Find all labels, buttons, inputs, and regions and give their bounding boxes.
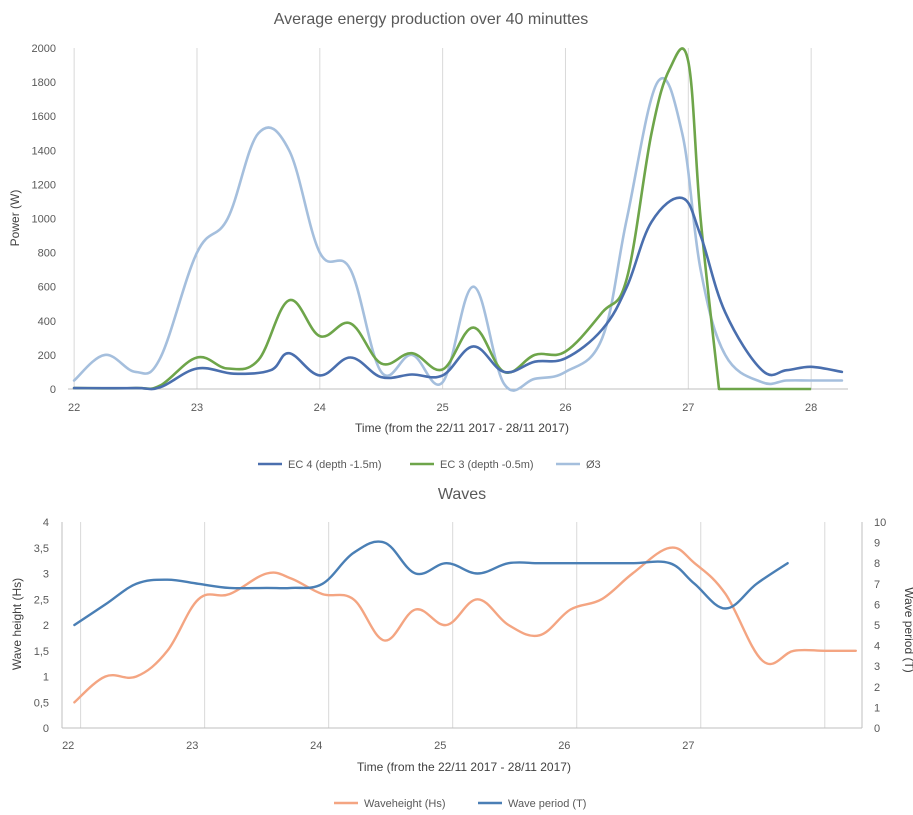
waves-x-tick-label: 26 (558, 740, 570, 752)
chart-energy: Average energy production over 40 minutt… (8, 11, 848, 471)
waves-y-tick-label-left: 3 (43, 569, 49, 581)
energy-x-ticks: 22 23 24 25 26 27 28 (68, 402, 817, 414)
waves-chart-title: Waves (438, 486, 486, 503)
waves-x-axis-label: Time (from the 22/11 2017 - 28/11 2017) (357, 760, 571, 774)
waves-series-line-0 (73, 546, 857, 704)
waves-y-tick-label-right: 8 (874, 558, 880, 570)
waves-grid (61, 522, 863, 729)
waves-y-axis-label-left: Wave height (Hs) (10, 578, 24, 670)
energy-y-axis-label: Power (W) (8, 190, 22, 247)
waves-y-tick-label-right: 2 (874, 682, 880, 694)
waves-y-tick-label-right: 4 (874, 641, 880, 653)
waves-y-tick-label-left: 2,5 (34, 594, 49, 606)
waves-x-tick-label: 27 (682, 740, 694, 752)
energy-x-tick-label: 26 (559, 402, 571, 414)
waves-legend-label: Waveheight (Hs) (364, 798, 446, 810)
energy-x-axis-label: Time (from the 22/11 2017 - 28/11 2017) (355, 421, 569, 435)
energy-x-tick-label: 23 (191, 402, 203, 414)
waves-y-tick-label-left: 4 (43, 517, 49, 529)
energy-x-tick-label: 22 (68, 402, 80, 414)
energy-y-tick-label: 2000 (32, 43, 56, 55)
waves-y-tick-label-right: 3 (874, 661, 880, 673)
energy-y-tick-label: 200 (38, 350, 56, 362)
energy-grid (68, 48, 848, 390)
energy-y-tick-label: 800 (38, 248, 56, 260)
waves-x-tick-label: 23 (186, 740, 198, 752)
energy-y-tick-label: 1600 (32, 111, 56, 123)
energy-y-tick-label: 600 (38, 282, 56, 294)
energy-legend-label: EC 3 (depth -0.5m) (440, 459, 534, 471)
energy-x-tick-label: 27 (682, 402, 694, 414)
waves-y-tick-label-left: 1 (43, 672, 49, 684)
energy-series-line-0 (72, 196, 844, 391)
energy-y-tick-label: 1200 (32, 179, 56, 191)
waves-y-ticks-right: 0 1 2 3 4 5 6 7 8 9 10 (874, 517, 886, 735)
waves-y-tick-label-right: 7 (874, 579, 880, 591)
energy-y-tick-label: 1000 (32, 214, 56, 226)
energy-x-tick-label: 25 (437, 402, 449, 414)
waves-y-tick-label-right: 10 (874, 517, 886, 529)
energy-series (72, 47, 844, 392)
waves-legend-label: Wave period (T) (508, 798, 586, 810)
waves-series (73, 540, 857, 704)
waves-y-tick-label-left: 0,5 (34, 697, 49, 709)
waves-legend: Waveheight (Hs) Wave period (T) (334, 798, 586, 810)
energy-y-tick-label: 1400 (32, 145, 56, 157)
waves-y-axis-label-right: Wave period (T) (902, 587, 913, 673)
waves-y-tick-label-left: 0 (43, 723, 49, 735)
energy-y-tick-label: 0 (50, 384, 56, 396)
energy-y-tick-label: 1800 (32, 77, 56, 89)
waves-x-tick-label: 24 (310, 740, 322, 752)
waves-y-ticks-left: 0 0,5 1 1,5 2 2,5 3 3,5 4 (34, 517, 49, 735)
waves-y-tick-label-right: 1 (874, 702, 880, 714)
energy-legend: EC 4 (depth -1.5m) EC 3 (depth -0.5m) Ø3 (258, 459, 601, 471)
waves-x-tick-label: 22 (62, 740, 74, 752)
waves-y-tick-label-left: 2 (43, 620, 49, 632)
waves-x-tick-label: 25 (434, 740, 446, 752)
waves-y-tick-label-left: 1,5 (34, 646, 49, 658)
energy-x-tick-label: 24 (314, 402, 326, 414)
energy-y-tick-label: 400 (38, 316, 56, 328)
waves-y-tick-label-right: 5 (874, 620, 880, 632)
energy-x-tick-label: 28 (805, 402, 817, 414)
energy-chart-title: Average energy production over 40 minutt… (274, 11, 589, 28)
waves-y-tick-label-right: 9 (874, 538, 880, 550)
energy-legend-label: EC 4 (depth -1.5m) (288, 459, 382, 471)
energy-series-line-1 (72, 47, 721, 391)
waves-x-ticks: 22 23 24 25 26 27 (62, 740, 694, 752)
energy-legend-label: Ø3 (586, 459, 601, 471)
energy-y-ticks: 0 200 400 600 800 1000 1200 1400 1600 1800 2000 (32, 43, 56, 396)
waves-y-tick-label-left: 3,5 (34, 543, 49, 555)
waves-y-tick-label-right: 0 (874, 723, 880, 735)
energy-series-line-2 (72, 77, 844, 392)
waves-series-line-1 (73, 540, 789, 627)
waves-y-tick-label-right: 6 (874, 599, 880, 611)
